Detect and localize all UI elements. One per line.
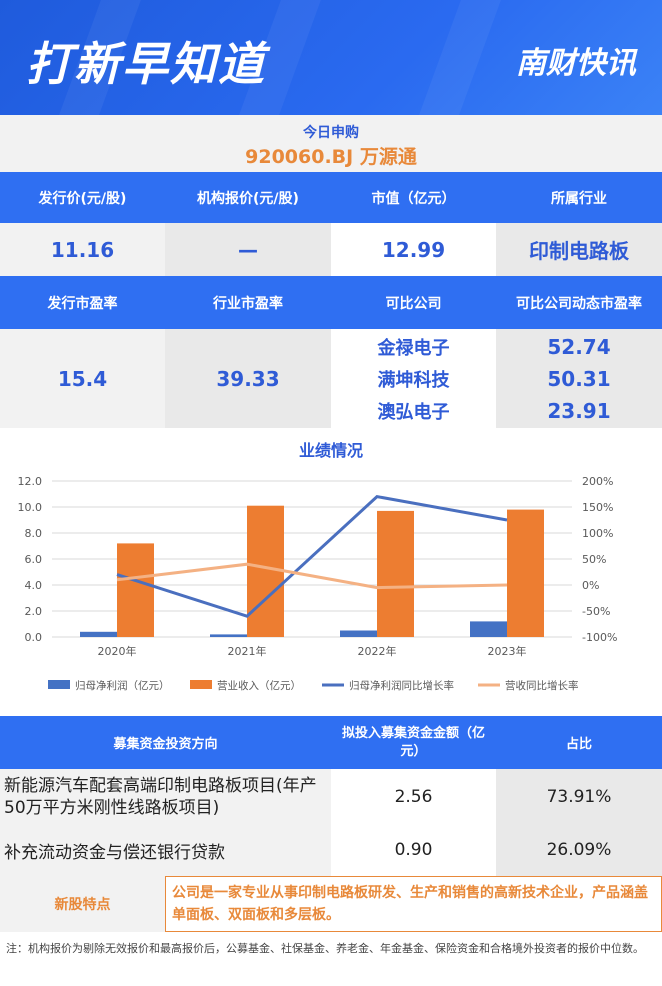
series-line <box>116 562 508 590</box>
feature-label: 新股特点 <box>0 876 165 932</box>
bar <box>340 630 377 637</box>
inst-quote-value: — <box>165 223 331 276</box>
x-tick-label: 2022年 <box>358 644 397 658</box>
ipo-feature: 新股特点 公司是一家专业从事印制电路板研发、生产和销售的高新技术企业，产品涵盖单… <box>0 876 662 932</box>
comparable-pe: 23.91 <box>547 399 611 423</box>
table-row-amount: 0.90 <box>331 824 496 876</box>
issue-price-value: 11.16 <box>0 223 165 276</box>
y-tick-right: 50% <box>582 553 606 566</box>
y-tick-left: 4.0 <box>25 579 43 592</box>
banner-title: 打新早知道 <box>26 37 266 91</box>
y-tick-right: 150% <box>582 501 613 514</box>
header-issue-price: 发行价(元/股) <box>0 172 165 223</box>
legend-entry: 营业收入（亿元） <box>217 679 301 692</box>
header-comparable: 可比公司 <box>331 276 496 329</box>
industry-value: 印制电路板 <box>496 223 662 276</box>
market-cap-value: 12.99 <box>331 223 496 276</box>
comparable-company: 满坤科技 <box>377 370 450 391</box>
bar <box>210 634 247 637</box>
industry-pe-value: 39.33 <box>165 329 331 428</box>
table-row-ratio: 73.91% <box>496 769 662 824</box>
bar <box>470 621 507 637</box>
table-row-amount: 2.56 <box>331 769 496 824</box>
x-tick-label: 2021年 <box>228 644 267 658</box>
y-tick-left: 6.0 <box>25 553 43 566</box>
header-issue-pe: 发行市盈率 <box>0 276 165 329</box>
x-tick-label: 2020年 <box>98 644 137 658</box>
comparable-company: 澳弘电子 <box>377 402 450 423</box>
header-inst-quote: 机构报价(元/股) <box>165 172 331 223</box>
legend-entry: 营收同比增长率 <box>505 679 579 692</box>
table-header-ratio: 占比 <box>496 716 662 769</box>
y-tick-left: 0.0 <box>25 631 43 644</box>
comparable-pe: 52.74 <box>547 335 611 359</box>
table-header-amount: 拟投入募集资金金额（亿元） <box>331 716 496 769</box>
legend-swatch <box>190 680 212 689</box>
header-banner: 打新早知道 南财快讯 <box>0 0 662 115</box>
y-tick-right: 0% <box>582 579 599 592</box>
y-tick-right: 100% <box>582 527 613 540</box>
comparable-company: 金禄电子 <box>377 338 450 359</box>
today-subscription: 今日申购 920060.BJ 万源通 <box>0 115 662 172</box>
brand-logo: 南财快讯 <box>516 46 636 81</box>
bar <box>247 505 284 637</box>
footnote: 注：机构报价为剔除无效报价和最高报价后，公募基金、社保基金、养老金、年金基金、保… <box>6 942 644 955</box>
comparable-pe: 50.31 <box>547 367 611 391</box>
legend-entry: 归母净利润（亿元） <box>75 679 170 692</box>
legend-swatch <box>48 680 70 689</box>
header-market-cap: 市值（亿元） <box>331 172 496 223</box>
y-tick-left: 10.0 <box>18 501 43 514</box>
table-row-direction: 新能源汽车配套高端印制电路板项目(年产50万平方米刚性线路板项目) <box>0 769 331 824</box>
y-tick-left: 2.0 <box>25 605 43 618</box>
y-tick-left: 8.0 <box>25 527 43 540</box>
table-row-direction: 补充流动资金与偿还银行贷款 <box>0 824 331 876</box>
y-tick-right: -100% <box>582 631 617 644</box>
performance-chart: 0.0 2.0 4.0 6.0 8.0 10.0 12.0 -100% -50% 0% 50% 100… <box>18 475 618 692</box>
series-line <box>116 494 508 618</box>
bar <box>117 543 154 637</box>
table-header-direction: 募集资金投资方向 <box>0 716 331 769</box>
stock-code: 920060.BJ 万源通 <box>245 146 417 168</box>
y-tick-right: -50% <box>582 605 610 618</box>
feature-text: 公司是一家专业从事印制电路板研发、生产和销售的高新技术企业，产品涵盖单面板、双面… <box>165 876 662 932</box>
header-comparable-pe: 可比公司动态市盈率 <box>496 276 662 329</box>
legend-entry: 归母净利润同比增长率 <box>349 679 454 692</box>
chart-title: 业绩情况 <box>298 441 363 460</box>
y-tick-right: 200% <box>582 475 613 488</box>
y-tick-left: 12.0 <box>18 475 43 488</box>
x-tick-label: 2023年 <box>488 644 527 658</box>
comparable-list: 金禄电子 满坤科技 澳弘电子 <box>331 329 496 428</box>
header-industry-pe: 行业市盈率 <box>165 276 331 329</box>
issue-pe-value: 15.4 <box>0 329 165 428</box>
comparable-pe-list: 52.74 50.31 23.91 <box>496 329 662 428</box>
table-row-ratio: 26.09% <box>496 824 662 876</box>
header-industry: 所属行业 <box>496 172 662 223</box>
bar <box>507 509 544 637</box>
today-label: 今日申购 <box>303 125 359 141</box>
bar <box>80 631 117 637</box>
bar <box>377 510 414 637</box>
